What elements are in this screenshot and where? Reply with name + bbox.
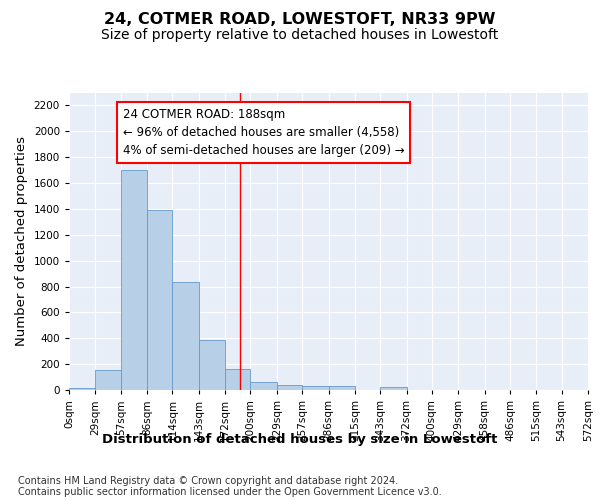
- Bar: [225, 370, 250, 390]
- Bar: [250, 382, 277, 390]
- Bar: [302, 386, 329, 390]
- Text: Contains HM Land Registry data © Crown copyright and database right 2024.: Contains HM Land Registry data © Crown c…: [18, 476, 398, 486]
- Bar: [199, 340, 225, 390]
- Text: Size of property relative to detached houses in Lowestoft: Size of property relative to detached ho…: [101, 28, 499, 42]
- Bar: [172, 282, 199, 390]
- Y-axis label: Number of detached properties: Number of detached properties: [15, 136, 28, 346]
- Text: Distribution of detached houses by size in Lowestoft: Distribution of detached houses by size …: [103, 432, 497, 446]
- Text: 24, COTMER ROAD, LOWESTOFT, NR33 9PW: 24, COTMER ROAD, LOWESTOFT, NR33 9PW: [104, 12, 496, 28]
- Bar: [380, 388, 407, 390]
- Bar: [121, 170, 147, 390]
- Text: Contains public sector information licensed under the Open Government Licence v3: Contains public sector information licen…: [18, 487, 442, 497]
- Text: 24 COTMER ROAD: 188sqm
← 96% of detached houses are smaller (4,558)
4% of semi-d: 24 COTMER ROAD: 188sqm ← 96% of detached…: [122, 108, 404, 157]
- Bar: [329, 386, 355, 390]
- Bar: [147, 210, 172, 390]
- Bar: [69, 388, 95, 390]
- Bar: [95, 370, 121, 390]
- Bar: [277, 385, 302, 390]
